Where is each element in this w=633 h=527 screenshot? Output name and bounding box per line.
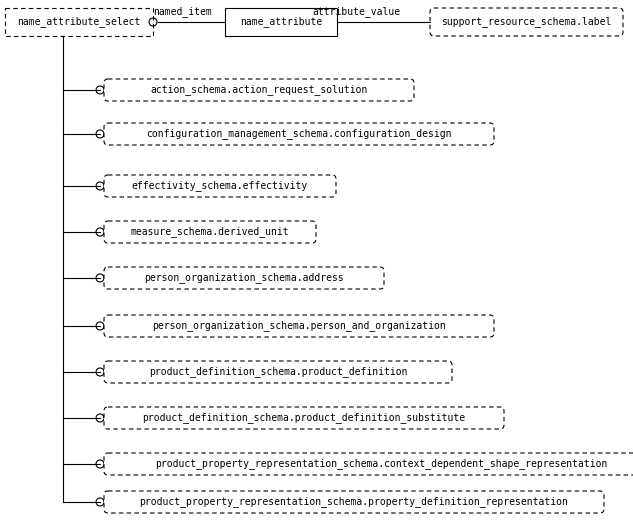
Text: name_attribute_select: name_attribute_select: [17, 16, 141, 27]
FancyBboxPatch shape: [104, 491, 604, 513]
FancyBboxPatch shape: [430, 8, 623, 36]
FancyBboxPatch shape: [104, 267, 384, 289]
Text: effectivity_schema.effectivity: effectivity_schema.effectivity: [132, 181, 308, 191]
FancyBboxPatch shape: [104, 123, 494, 145]
Text: named_item: named_item: [154, 6, 213, 17]
Text: measure_schema.derived_unit: measure_schema.derived_unit: [130, 227, 289, 238]
FancyBboxPatch shape: [104, 79, 414, 101]
FancyBboxPatch shape: [104, 453, 633, 475]
FancyBboxPatch shape: [104, 175, 336, 197]
FancyBboxPatch shape: [104, 221, 316, 243]
Text: product_property_representation_schema.property_definition_representation: product_property_representation_schema.p…: [139, 496, 568, 508]
Bar: [225, 8, 337, 36]
Text: person_organization_schema.address: person_organization_schema.address: [144, 272, 344, 284]
Text: action_schema.action_request_solution: action_schema.action_request_solution: [150, 84, 368, 95]
Text: product_definition_schema.product_definition: product_definition_schema.product_defini…: [149, 367, 407, 377]
FancyBboxPatch shape: [104, 315, 494, 337]
FancyBboxPatch shape: [104, 407, 504, 429]
Text: attribute_value: attribute_value: [312, 6, 400, 17]
Bar: [5, 8, 153, 36]
Text: name_attribute: name_attribute: [240, 16, 322, 27]
FancyBboxPatch shape: [104, 361, 452, 383]
Text: product_property_representation_schema.context_dependent_shape_representation: product_property_representation_schema.c…: [155, 458, 607, 470]
Text: person_organization_schema.person_and_organization: person_organization_schema.person_and_or…: [152, 320, 446, 331]
Text: support_resource_schema.label: support_resource_schema.label: [441, 16, 611, 27]
Text: product_definition_schema.product_definition_substitute: product_definition_schema.product_defini…: [142, 413, 465, 424]
Text: configuration_management_schema.configuration_design: configuration_management_schema.configur…: [146, 129, 452, 140]
